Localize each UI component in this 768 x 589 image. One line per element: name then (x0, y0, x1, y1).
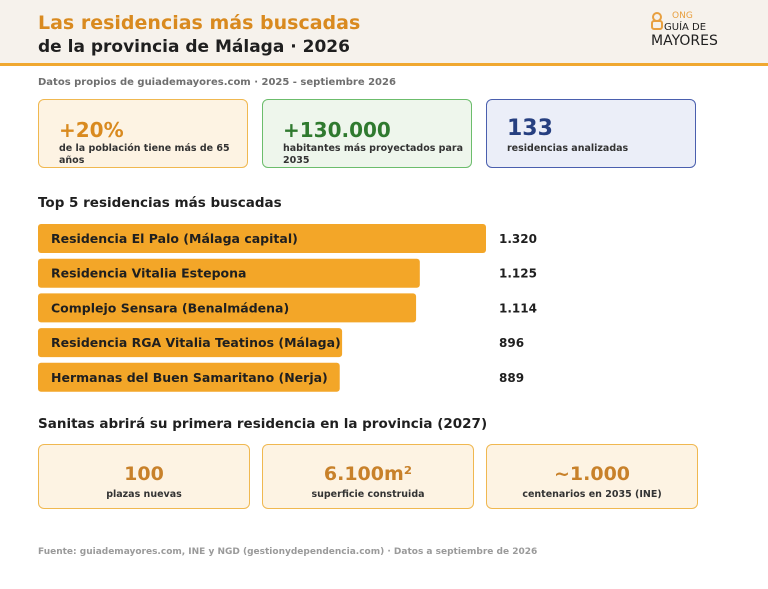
bar-category-label: Complejo Sensara (Benalmádena) (51, 300, 289, 315)
bar-value-label: 889 (499, 371, 524, 385)
card-value: 100 (124, 463, 164, 485)
kpi-label: de la población tiene más de 65 años (59, 143, 230, 166)
sanitas-card-plazas: 100 plazas nuevas (38, 444, 250, 509)
sanitas-card-centenarios: ~1.000 centenarios en 2035 (INE) (486, 444, 698, 509)
card-label: centenarios en 2035 (INE) (522, 489, 662, 500)
card-value: ~1.000 (553, 463, 631, 485)
logo-mayores-text: MAYORES (651, 33, 718, 49)
bar-value-label: 1.320 (499, 232, 537, 246)
bar-category-label: Residencia RGA Vitalia Teatinos (Málaga) (51, 335, 341, 350)
kpi-label: residencias analizadas (507, 143, 629, 154)
bar-value-label: 1.114 (499, 301, 537, 315)
card-label: superficie construida (311, 489, 425, 500)
bar (38, 362, 340, 392)
kpi-card-inhabitants: +130.000 habitantes más proyectados para… (262, 99, 472, 168)
logo-ong-text: ONG (672, 11, 693, 21)
kpi-value: +130.000 (283, 118, 391, 142)
sanitas-title: Sanitas abrirá su primera residencia en … (38, 416, 488, 432)
kpi-card-population: +20% de la población tiene más de 65 año… (38, 99, 248, 168)
page-subtitle-title: de la provincia de Málaga · 2026 (38, 37, 350, 57)
logo-mark-icon (651, 12, 663, 30)
page-title: Las residencias más buscadas (38, 12, 361, 34)
bar-category-label: Hermanas del Buen Samaritano (Nerja) (51, 370, 328, 385)
kpi-card-residences: 133 residencias analizadas (486, 99, 696, 168)
sanitas-card-superficie: 6.100m² superficie construida (262, 444, 474, 509)
bar-value-label: 1.125 (499, 267, 537, 281)
kpi-value: 133 (507, 116, 553, 141)
bar (38, 224, 486, 253)
chart-title: Top 5 residencias más buscadas (38, 195, 282, 211)
guia-de-mayores-logo[interactable]: ONG GUÍA DE MAYORES (648, 10, 728, 52)
data-source-subtitle: Datos propios de guiademayores.com · 202… (38, 77, 396, 88)
bar-value-label: 896 (499, 336, 524, 350)
bar-category-label: Residencia Vitalia Estepona (51, 266, 246, 281)
bar (38, 328, 343, 358)
bar (38, 293, 417, 323)
logo-guia-text: GUÍA DE (664, 22, 707, 33)
source-footer: Fuente: guiademayores.com, INE y NGD (ge… (38, 547, 538, 557)
top5-bar-chart: Residencia El Palo (Málaga capital) 1.320… (38, 224, 537, 392)
card-value: 6.100m² (323, 463, 413, 485)
bar-category-label: Residencia El Palo (Málaga capital) (51, 231, 298, 246)
card-label: plazas nuevas (106, 489, 182, 500)
page-header: Las residencias más buscadas de la provi… (0, 0, 768, 66)
kpi-value: +20% (59, 118, 124, 142)
bar (38, 258, 420, 288)
kpi-label: habitantes más proyectados para 2035 (283, 143, 463, 166)
